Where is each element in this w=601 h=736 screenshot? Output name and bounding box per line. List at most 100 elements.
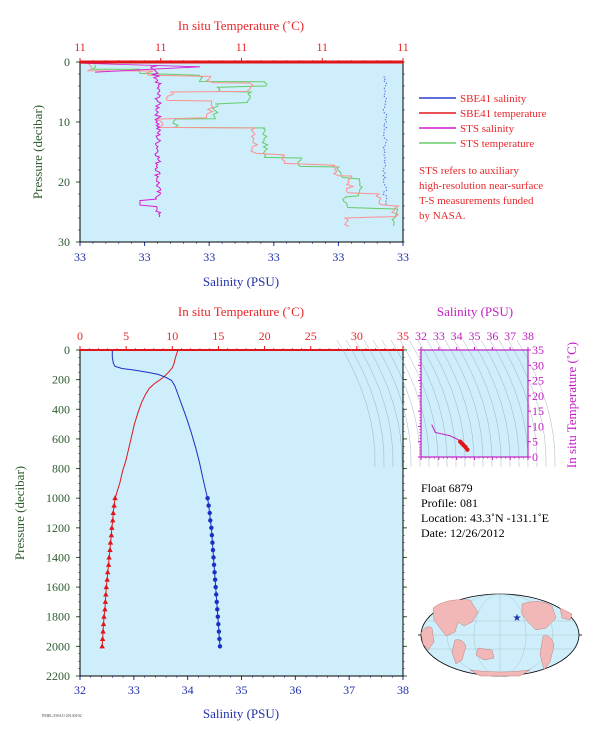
bottom-pressure-tick-label: 1800 xyxy=(46,610,70,624)
top-salinity-tick-label: 33 xyxy=(332,250,344,264)
bottom-pressure-axis-label: Pressure (decibar) xyxy=(12,466,27,560)
top-pressure-tick-label: 30 xyxy=(58,235,70,249)
ts-salinity-tick-label: 33 xyxy=(433,329,445,343)
density-contour xyxy=(399,339,439,468)
top-pressure-tick-label: 0 xyxy=(64,55,70,69)
ts-salinity-tick-label: 32 xyxy=(415,329,427,343)
bottom-pressure-tick-label: 2000 xyxy=(46,639,70,653)
sts-note-line-3: T-S measurements funded xyxy=(419,195,534,207)
salinity-point xyxy=(205,495,210,501)
temperature-point xyxy=(104,569,111,575)
density-contour xyxy=(426,339,466,468)
legend-label-sbe41-temperature: SBE41 temperature xyxy=(460,108,547,120)
ts-density-contours xyxy=(336,339,556,468)
bottom-pressure-tick-label: 200 xyxy=(52,373,70,387)
salinity-point xyxy=(212,577,218,582)
bottom-pressure-tick-label: 600 xyxy=(52,432,70,446)
bottom-pressure-tick-label: 1400 xyxy=(46,550,70,564)
salinity-point xyxy=(214,599,219,605)
temperature-point xyxy=(104,576,110,582)
temperature-point xyxy=(103,591,109,597)
sbe41-salinity-trace xyxy=(382,76,388,206)
bottom-pressure-tick-label: 1600 xyxy=(46,580,70,594)
density-contour xyxy=(408,339,448,468)
footer-note: PMEL/JISAO 20130102 xyxy=(42,713,82,718)
top-plot-area xyxy=(80,62,403,242)
bottom-salinity-tick-label: 38 xyxy=(397,683,409,697)
density-contour xyxy=(363,339,403,468)
profile-number: Profile: 081 xyxy=(421,496,478,510)
temperature-point xyxy=(110,517,116,523)
top-pressure-tick-label: 10 xyxy=(58,115,70,129)
float-id: Float 6879 xyxy=(421,481,473,495)
ts-salinity-tick-label: 37 xyxy=(504,329,516,343)
bottom-chart: In situ Temperature (˚C) Salinity (PSU) … xyxy=(12,304,409,721)
salinity-point xyxy=(212,570,217,575)
bottom-pressure-tick-label: 400 xyxy=(52,402,70,416)
top-salinity-tick-label: 33 xyxy=(268,250,280,264)
ts-temp-tick-label: 25 xyxy=(532,374,544,388)
salinity-point xyxy=(206,503,211,508)
sbe41-temperature-trace xyxy=(86,63,400,227)
ts-salinity-tick-label: 36 xyxy=(486,329,498,343)
salinity-point xyxy=(207,510,212,516)
top-pressure-tick-label: 20 xyxy=(58,175,70,189)
temperature-point xyxy=(108,532,115,538)
salinity-profile-line xyxy=(111,350,221,647)
ts-plot-frame xyxy=(420,349,529,458)
bottom-pressure-tick-label: 0 xyxy=(64,343,70,357)
ts-temp-tick-label: 30 xyxy=(532,358,544,372)
temperature-point xyxy=(99,635,106,641)
density-contour xyxy=(462,339,502,468)
top-temp-tick-label: 11 xyxy=(397,40,409,54)
sts-temperature-trace xyxy=(91,64,399,226)
float-location: Location: 43.3˚N -131.1˚E xyxy=(421,511,549,525)
density-contour xyxy=(516,339,556,468)
ts-salinity-tick-label: 34 xyxy=(451,329,463,343)
temperature-point xyxy=(106,554,112,560)
legend-label-sts-salinity: STS salinity xyxy=(460,123,515,135)
salinity-point xyxy=(213,592,219,597)
ts-point xyxy=(465,447,470,452)
ts-diagram: Salinity (PSU) In situ Temperature (˚C) … xyxy=(336,304,579,468)
sts-note-line-2: high-resolution near-surface xyxy=(419,180,543,192)
density-contour xyxy=(417,339,457,468)
salinity-point xyxy=(215,607,220,612)
float-info: Float 6879 Profile: 081 Location: 43.3˚N… xyxy=(421,481,549,540)
bottom-temp-tick-label: 25 xyxy=(305,329,317,343)
sts-salinity-trace xyxy=(139,65,163,218)
salinity-point xyxy=(210,547,216,553)
temperature-point xyxy=(100,628,106,634)
ts-temp-tick-label: 20 xyxy=(532,389,544,403)
bottom-temp-tick-label: 20 xyxy=(259,329,271,343)
bottom-temp-tick-label: 0 xyxy=(77,329,83,343)
world-map: ★ xyxy=(418,593,582,677)
bottom-temp-axis-label: In situ Temperature (˚C) xyxy=(178,304,304,319)
salinity-point xyxy=(215,614,221,619)
density-contour xyxy=(336,339,376,468)
legend-label-sbe41-salinity: SBE41 salinity xyxy=(460,93,527,105)
bottom-salinity-tick-label: 32 xyxy=(74,683,86,697)
top-salinity-axis-label: Salinity (PSU) xyxy=(203,274,279,289)
density-contour xyxy=(372,339,412,468)
ts-salinity-tick-label: 35 xyxy=(469,329,481,343)
ts-temp-tick-label: 15 xyxy=(532,404,544,418)
temperature-point xyxy=(111,502,117,508)
salinity-point xyxy=(211,562,217,568)
bottom-pressure-tick-label: 1200 xyxy=(46,521,70,535)
top-salinity-tick-label: 33 xyxy=(139,250,151,264)
salinity-point xyxy=(216,629,222,634)
salinity-point xyxy=(210,540,215,545)
temperature-point xyxy=(101,613,107,619)
top-temp-tick-label: 11 xyxy=(155,40,167,54)
density-contour xyxy=(345,339,385,468)
sts-note-line-1: STS refers to auxiliary xyxy=(419,165,519,177)
salinity-point xyxy=(216,621,221,627)
temperature-point xyxy=(109,524,115,530)
top-salinity-tick-label: 33 xyxy=(397,250,409,264)
bottom-pressure-tick-label: 1000 xyxy=(46,491,70,505)
salinity-point xyxy=(209,525,214,531)
profile-date: Date: 12/26/2012 xyxy=(421,526,505,540)
salinity-point xyxy=(209,533,215,538)
